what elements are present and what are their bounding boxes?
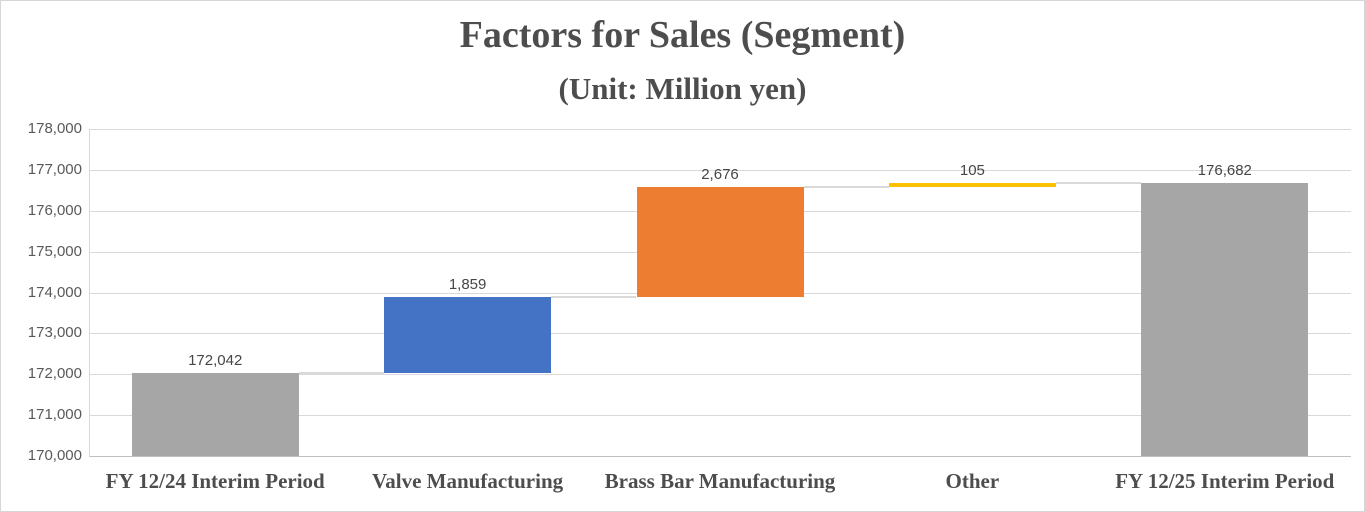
y-tick-label: 173,000 bbox=[27, 324, 82, 342]
waterfall-bar-4 bbox=[888, 182, 1056, 188]
data-label: 1,859 bbox=[448, 275, 487, 293]
y-tick-label: 176,000 bbox=[27, 201, 82, 219]
waterfall-bar-2 bbox=[384, 296, 552, 373]
y-axis-line bbox=[89, 129, 90, 457]
y-tick-label: 174,000 bbox=[27, 283, 82, 301]
data-label: 105 bbox=[959, 161, 985, 179]
y-tick-label: 177,000 bbox=[27, 160, 82, 178]
y-tick-label: 178,000 bbox=[27, 120, 82, 137]
waterfall-bar-3 bbox=[636, 187, 804, 297]
waterfall-bar-1 bbox=[131, 372, 299, 456]
category-label: Other bbox=[945, 469, 1000, 493]
y-tick-label: 171,000 bbox=[27, 406, 82, 424]
category-label: FY 12/24 Interim Period bbox=[105, 469, 325, 493]
y-tick-label: 175,000 bbox=[27, 242, 82, 260]
category-label: Brass Bar Manufacturing bbox=[604, 469, 836, 493]
chart-title: Factors for Sales (Segment) bbox=[459, 14, 906, 56]
chart-subtitle: (Unit: Million yen) bbox=[558, 71, 807, 106]
data-label: 172,042 bbox=[188, 351, 243, 369]
connector-line bbox=[1055, 181, 1142, 184]
connector-line bbox=[551, 295, 637, 298]
connector-line bbox=[803, 186, 889, 189]
category-label: Valve Manufacturing bbox=[372, 469, 564, 493]
y-tick-label: 170,000 bbox=[27, 447, 82, 464]
y-tick-label: 172,000 bbox=[27, 365, 82, 383]
data-label: 176,682 bbox=[1197, 161, 1252, 179]
gridline bbox=[89, 129, 1351, 130]
gridline bbox=[89, 169, 1351, 171]
waterfall-bar-5 bbox=[1141, 182, 1309, 456]
connector-line bbox=[298, 371, 385, 374]
gridline bbox=[89, 374, 1351, 376]
data-label: 2,676 bbox=[701, 166, 739, 184]
category-label: FY 12/25 Interim Period bbox=[1115, 469, 1335, 493]
x-axis-line bbox=[89, 456, 1351, 457]
gridline bbox=[89, 415, 1351, 417]
gridline bbox=[89, 333, 1351, 335]
